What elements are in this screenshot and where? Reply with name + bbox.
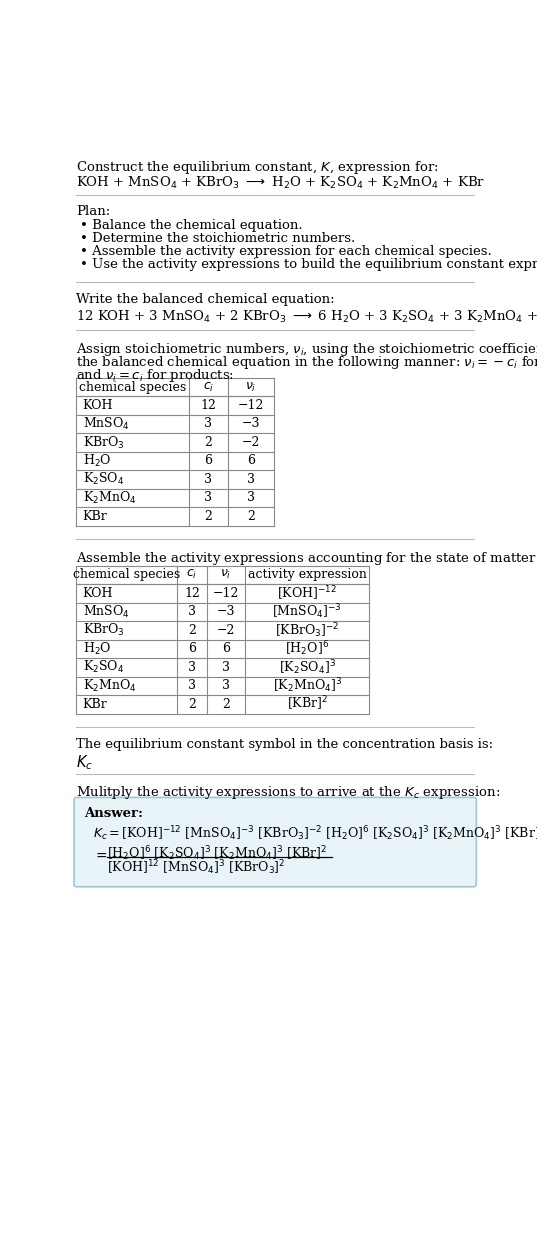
Text: H$_2$O: H$_2$O (83, 640, 111, 656)
Text: KOH: KOH (83, 399, 113, 412)
FancyBboxPatch shape (74, 797, 476, 886)
Text: $K_c$: $K_c$ (76, 754, 93, 772)
Text: −12: −12 (213, 587, 239, 599)
Text: Write the balanced chemical equation:: Write the balanced chemical equation: (76, 293, 335, 307)
Text: the balanced chemical equation in the following manner: $\nu_i = -c_i$ for react: the balanced chemical equation in the fo… (76, 353, 537, 371)
Text: 3: 3 (247, 473, 255, 486)
Text: [H$_2$O]$^6$ [K$_2$SO$_4$]$^3$ [K$_2$MnO$_4$]$^3$ [KBr]$^2$: [H$_2$O]$^6$ [K$_2$SO$_4$]$^3$ [K$_2$MnO… (107, 844, 328, 863)
Bar (76, 415, 274, 434)
Text: 3: 3 (188, 606, 196, 618)
Bar (76, 585, 369, 603)
Text: −2: −2 (217, 624, 235, 637)
Text: K$_2$MnO$_4$: K$_2$MnO$_4$ (83, 677, 136, 693)
Text: Answer:: Answer: (84, 807, 143, 821)
Text: chemical species: chemical species (79, 381, 186, 393)
Text: $c_i$: $c_i$ (202, 381, 214, 393)
Text: and $\nu_i = c_i$ for products:: and $\nu_i = c_i$ for products: (76, 367, 235, 384)
Text: [KBrO$_3$]$^{-2}$: [KBrO$_3$]$^{-2}$ (275, 620, 340, 640)
Text: [H$_2$O]$^6$: [H$_2$O]$^6$ (285, 639, 329, 658)
Text: 3: 3 (204, 473, 212, 486)
Text: 6: 6 (204, 455, 212, 467)
Text: KBr: KBr (83, 698, 107, 711)
Text: −2: −2 (242, 436, 260, 449)
Bar (76, 603, 369, 622)
Bar (76, 470, 274, 488)
Text: $c_i$: $c_i$ (186, 569, 198, 581)
Text: 12: 12 (184, 587, 200, 599)
Text: [K$_2$MnO$_4$]$^3$: [K$_2$MnO$_4$]$^3$ (273, 676, 342, 695)
Text: KBr: KBr (83, 510, 107, 523)
Text: −3: −3 (242, 418, 260, 430)
Text: MnSO$_4$: MnSO$_4$ (83, 604, 129, 620)
Text: 2: 2 (247, 510, 255, 523)
Bar (76, 676, 369, 695)
Text: $\nu_i$: $\nu_i$ (220, 569, 231, 581)
Text: 3: 3 (222, 680, 230, 692)
Text: $K_c = $[KOH]$^{-12}$ [MnSO$_4$]$^{-3}$ [KBrO$_3$]$^{-2}$ [H$_2$O]$^6$ [K$_2$SO$: $K_c = $[KOH]$^{-12}$ [MnSO$_4$]$^{-3}$ … (93, 824, 537, 843)
Text: MnSO$_4$: MnSO$_4$ (83, 417, 129, 433)
Bar (76, 695, 369, 713)
Text: 2: 2 (188, 698, 196, 711)
Text: • Balance the chemical equation.: • Balance the chemical equation. (79, 219, 302, 232)
Text: 3: 3 (204, 492, 212, 504)
Text: K$_2$SO$_4$: K$_2$SO$_4$ (83, 659, 124, 675)
Text: [KBr]$^2$: [KBr]$^2$ (287, 695, 328, 713)
Text: [K$_2$SO$_4$]$^3$: [K$_2$SO$_4$]$^3$ (279, 658, 336, 676)
Text: [KOH]$^{12}$ [MnSO$_4$]$^3$ [KBrO$_3$]$^2$: [KOH]$^{12}$ [MnSO$_4$]$^3$ [KBrO$_3$]$^… (107, 858, 286, 878)
Text: Plan:: Plan: (76, 205, 111, 219)
Text: KOH: KOH (83, 587, 113, 599)
Bar (76, 622, 369, 639)
Text: K$_2$SO$_4$: K$_2$SO$_4$ (83, 471, 124, 487)
Bar (76, 658, 369, 676)
Text: KBrO$_3$: KBrO$_3$ (83, 434, 125, 450)
Text: activity expression: activity expression (248, 569, 367, 581)
Text: Assemble the activity expressions accounting for the state of matter and $\nu_i$: Assemble the activity expressions accoun… (76, 550, 537, 567)
Text: 6: 6 (247, 455, 255, 467)
Text: H$_2$O: H$_2$O (83, 452, 111, 468)
Text: • Use the activity expressions to build the equilibrium constant expression.: • Use the activity expressions to build … (79, 258, 537, 272)
Text: 12: 12 (200, 399, 216, 412)
Bar (76, 451, 274, 470)
Text: 12 KOH + 3 MnSO$_4$ + 2 KBrO$_3$ $\longrightarrow$ 6 H$_2$O + 3 K$_2$SO$_4$ + 3 : 12 KOH + 3 MnSO$_4$ + 2 KBrO$_3$ $\longr… (76, 309, 537, 325)
Text: 2: 2 (204, 436, 212, 449)
Text: • Assemble the activity expression for each chemical species.: • Assemble the activity expression for e… (79, 245, 491, 258)
Bar (76, 434, 274, 451)
Text: chemical species: chemical species (73, 569, 180, 581)
Text: 3: 3 (188, 680, 196, 692)
Text: 3: 3 (222, 661, 230, 674)
Text: $=$: $=$ (93, 848, 108, 863)
Text: 2: 2 (222, 698, 230, 711)
Bar (76, 566, 369, 585)
Text: 2: 2 (204, 510, 212, 523)
Bar (76, 507, 274, 525)
Bar (76, 488, 274, 507)
Text: $\nu_i$: $\nu_i$ (245, 381, 257, 393)
Text: [MnSO$_4$]$^{-3}$: [MnSO$_4$]$^{-3}$ (272, 602, 342, 622)
Text: 3: 3 (188, 661, 196, 674)
Text: 2: 2 (188, 624, 196, 637)
Bar (76, 397, 274, 415)
Text: KOH + MnSO$_4$ + KBrO$_3$ $\longrightarrow$ H$_2$O + K$_2$SO$_4$ + K$_2$MnO$_4$ : KOH + MnSO$_4$ + KBrO$_3$ $\longrightarr… (76, 174, 485, 190)
Text: 3: 3 (204, 418, 212, 430)
Text: 3: 3 (247, 492, 255, 504)
Text: −3: −3 (217, 606, 235, 618)
Text: 6: 6 (222, 643, 230, 655)
Text: • Determine the stoichiometric numbers.: • Determine the stoichiometric numbers. (79, 232, 355, 245)
Text: K$_2$MnO$_4$: K$_2$MnO$_4$ (83, 489, 136, 506)
Bar (76, 378, 274, 397)
Bar (76, 639, 369, 658)
Text: −12: −12 (237, 399, 264, 412)
Text: [KOH]$^{-12}$: [KOH]$^{-12}$ (278, 585, 337, 603)
Text: Mulitply the activity expressions to arrive at the $K_c$ expression:: Mulitply the activity expressions to arr… (76, 785, 500, 801)
Text: Construct the equilibrium constant, $K$, expression for:: Construct the equilibrium constant, $K$,… (76, 159, 439, 176)
Text: The equilibrium constant symbol in the concentration basis is:: The equilibrium constant symbol in the c… (76, 738, 494, 751)
Text: Assign stoichiometric numbers, $\nu_i$, using the stoichiometric coefficients, $: Assign stoichiometric numbers, $\nu_i$, … (76, 341, 537, 357)
Text: KBrO$_3$: KBrO$_3$ (83, 622, 125, 638)
Text: 6: 6 (188, 643, 196, 655)
